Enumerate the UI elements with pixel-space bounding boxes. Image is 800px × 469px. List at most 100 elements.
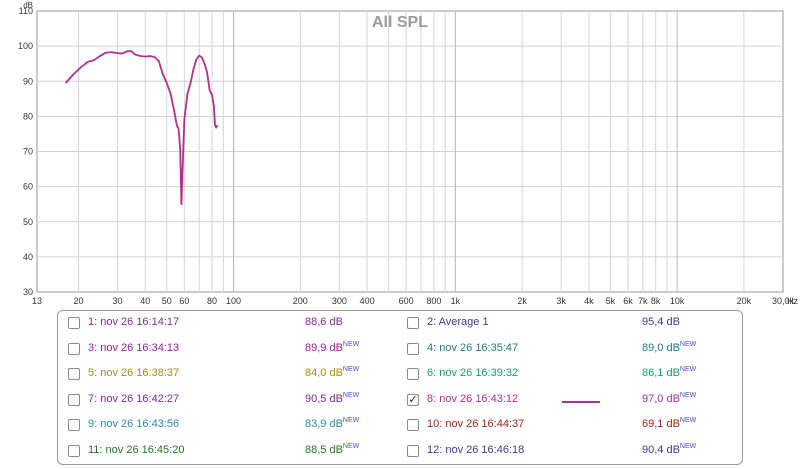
legend-item[interactable]: 2: Average 1 95,4 dB (407, 314, 727, 334)
legend-checkbox[interactable] (407, 317, 419, 329)
y-tick-label: 80 (23, 111, 33, 121)
legend-label: 7: nov 26 16:42:27 (88, 392, 180, 405)
y-tick-label: 110 (19, 6, 33, 16)
x-tick-label: 600 (399, 296, 414, 306)
grid (37, 11, 783, 292)
y-tick-label: 100 (18, 41, 33, 51)
legend-label: 9: nov 26 16:43:56 (88, 418, 180, 431)
legend-label: 10: nov 26 16:44:37 (427, 418, 525, 431)
legend-value: 69,1 dBNEW (642, 417, 697, 431)
legend-checkbox[interactable] (407, 419, 419, 432)
legend-label: 8: nov 26 16:43:12 (427, 392, 519, 405)
legend-value: 89,9 dBNEW (305, 340, 360, 354)
new-badge: NEW (679, 443, 697, 450)
legend-item[interactable]: 11: nov 26 16:45:20 88,5 dBNEW (68, 442, 388, 462)
x-tick-label: 50 (162, 296, 172, 306)
chart-title: All SPL (372, 14, 428, 31)
legend-item[interactable]: 1: nov 26 16:14:17 88,6 dB (68, 314, 388, 334)
y-axis-ticks: 30 40 50 60 70 80 90 100 110 (18, 6, 33, 297)
new-badge: NEW (342, 443, 360, 450)
legend-label: 11: nov 26 16:45:20 (88, 444, 185, 456)
series-line (64, 50, 219, 206)
x-axis-ticks: 13 20 30 40 50 60 80 100 200 300 400 600 800 1k 2k 3k 4k… (32, 296, 795, 306)
y-tick-label: 70 (23, 147, 33, 157)
legend-checkbox[interactable] (68, 419, 80, 432)
legend-label: 1: nov 26 16:14:17 (88, 316, 180, 328)
new-badge: NEW (342, 417, 360, 425)
legend-label: 6: nov 26 16:39:32 (427, 367, 519, 380)
new-badge: NEW (342, 391, 360, 399)
x-tick-label: 5k (606, 296, 616, 306)
legend-item[interactable]: 3: nov 26 16:34:13 89,9 dBNEW (68, 340, 388, 360)
x-axis-unit: Hz (787, 296, 798, 306)
x-tick-label: 40 (140, 296, 150, 306)
x-tick-label: 7k (638, 296, 648, 306)
legend-label: 12: nov 26 16:46:18 (427, 444, 525, 456)
legend-value: 86,1 dBNEW (642, 366, 697, 380)
legend-checkbox[interactable] (407, 445, 419, 457)
x-tick-label: 1k (451, 296, 461, 306)
new-badge: NEW (342, 366, 360, 374)
series-lines (64, 50, 219, 206)
x-tick-label: 8k (651, 296, 661, 306)
x-tick-label: 80 (207, 296, 217, 306)
y-tick-label: 60 (23, 182, 33, 192)
legend-checkbox[interactable] (68, 445, 80, 457)
legend-value: 84,0 dBNEW (305, 366, 360, 380)
x-tick-label: 2k (517, 296, 527, 306)
y-tick-label: 40 (23, 252, 33, 262)
x-tick-label: 300 (332, 296, 347, 306)
measurement-legend: 1: nov 26 16:14:17 88,6 dB 2: Average 1 95,… (57, 310, 743, 465)
new-badge: NEW (679, 391, 697, 399)
legend-value: 90,5 dBNEW (305, 391, 360, 405)
x-tick-label: 100 (226, 296, 241, 306)
legend-checkbox[interactable] (407, 342, 419, 355)
x-tick-label: 20k (737, 296, 752, 306)
new-badge: NEW (342, 340, 360, 348)
legend-value: 89,0 dBNEW (642, 340, 697, 354)
new-badge: NEW (679, 366, 697, 374)
x-tick-label: 3k (556, 296, 566, 306)
x-tick-label: 400 (360, 296, 375, 306)
legend-checkbox[interactable] (407, 368, 419, 381)
x-tick-label: 30,0k (772, 296, 795, 306)
y-tick-label: 50 (23, 217, 33, 227)
y-tick-label: 90 (23, 76, 33, 86)
spl-chart[interactable]: 30 40 50 60 70 80 90 100 110 13 20 30 40 50 60 80 100 20… (0, 0, 800, 310)
legend-checkbox[interactable] (68, 368, 80, 381)
legend-item[interactable]: 6: nov 26 16:39:32 86,1 dBNEW (407, 365, 727, 385)
x-tick-label: 13 (32, 296, 42, 306)
legend-item[interactable]: 7: nov 26 16:42:27 90,5 dBNEW (68, 391, 388, 411)
legend-value: 95,4 dB (642, 316, 680, 328)
legend-item[interactable]: 9: nov 26 16:43:56 83,9 dBNEW (68, 416, 388, 436)
x-tick-label: 30 (113, 296, 123, 306)
legend-checkbox[interactable] (68, 342, 80, 355)
x-tick-label: 800 (426, 296, 441, 306)
new-badge: NEW (679, 340, 697, 348)
y-tick-label: 30 (23, 287, 33, 297)
y-axis-unit: dB (23, 1, 33, 10)
legend-line-swatch (562, 400, 600, 403)
x-tick-label: 200 (293, 296, 308, 306)
legend-value: 90,4 dBNEW (642, 443, 697, 456)
legend-item[interactable]: 10: nov 26 16:44:37 69,1 dBNEW (407, 416, 727, 436)
x-tick-label: 4k (584, 296, 594, 306)
x-tick-label: 10k (670, 296, 685, 306)
legend-label: 2: Average 1 (427, 316, 489, 328)
legend-label: 4: nov 26 16:35:47 (427, 341, 519, 354)
x-tick-label: 60 (179, 296, 189, 306)
legend-value: 88,5 dBNEW (305, 443, 360, 456)
legend-value: 83,9 dBNEW (305, 417, 360, 431)
legend-item[interactable]: 4: nov 26 16:35:47 89,0 dBNEW (407, 340, 727, 360)
legend-item[interactable]: 12: nov 26 16:46:18 90,4 dBNEW (407, 442, 727, 462)
legend-item[interactable]: ✓ 8: nov 26 16:43:12 97,0 dBNEW (407, 391, 727, 411)
legend-value: 88,6 dB (305, 316, 343, 328)
legend-checkbox[interactable] (68, 393, 80, 406)
legend-item[interactable]: 5: nov 26 16:38:37 84,0 dBNEW (68, 365, 388, 385)
legend-label: 5: nov 26 16:38:37 (88, 367, 180, 380)
legend-checkbox[interactable]: ✓ (407, 393, 419, 406)
x-tick-label: 20 (73, 296, 83, 306)
legend-checkbox[interactable] (68, 317, 80, 329)
legend-value: 97,0 dBNEW (642, 391, 697, 405)
legend-label: 3: nov 26 16:34:13 (88, 341, 180, 354)
